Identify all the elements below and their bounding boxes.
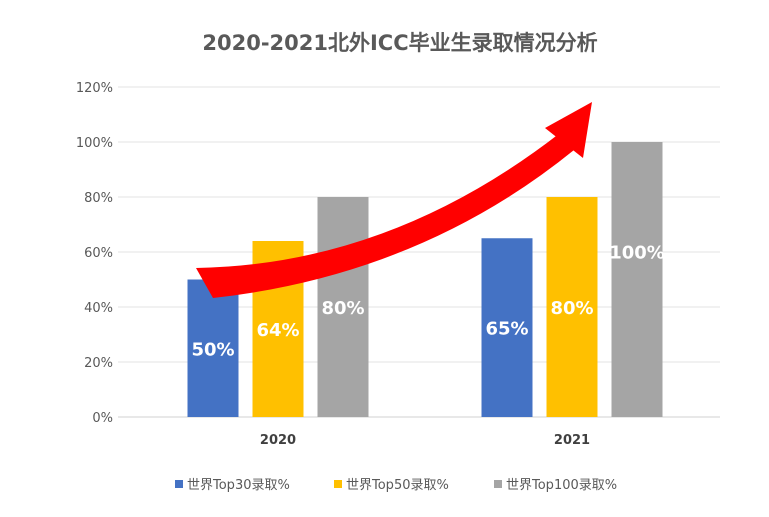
legend-label: 世界Top50录取% [346, 478, 449, 493]
data-label: 64% [256, 320, 299, 341]
data-label: 80% [550, 298, 593, 319]
data-label: 65% [485, 319, 528, 340]
y-tick-label: 0% [92, 411, 113, 426]
trend-arrow-shaft [196, 133, 574, 298]
legend-item: 世界Top100录取% [494, 478, 617, 493]
legend-item: 世界Top50录取% [334, 478, 449, 493]
data-label: 80% [321, 298, 364, 319]
legend-swatch [494, 480, 502, 488]
chart-title: 2020-2021北外ICC毕业生录取情况分析 [202, 31, 597, 55]
y-tick-label: 120% [76, 81, 113, 96]
data-label: 50% [191, 339, 234, 360]
bar [546, 197, 598, 417]
bar [481, 238, 533, 417]
y-tick-label: 80% [84, 191, 113, 206]
bar [187, 279, 239, 417]
y-tick-label: 100% [76, 136, 113, 151]
legend-item: 世界Top30录取% [175, 478, 290, 493]
bar [611, 142, 663, 417]
legend-label: 世界Top30录取% [187, 478, 290, 493]
trend-arrow [196, 102, 592, 298]
y-tick-label: 40% [84, 301, 113, 316]
y-tick-label: 60% [84, 246, 113, 261]
bar [317, 197, 369, 417]
y-tick-label: 20% [84, 356, 113, 371]
legend-swatch [175, 480, 183, 488]
trend-arrow-head [545, 102, 592, 158]
x-tick-label: 2020 [260, 433, 296, 448]
data-label: 100% [609, 243, 665, 264]
legend-swatch [334, 480, 342, 488]
x-tick-label: 2021 [554, 433, 590, 448]
legend-label: 世界Top100录取% [506, 478, 617, 493]
